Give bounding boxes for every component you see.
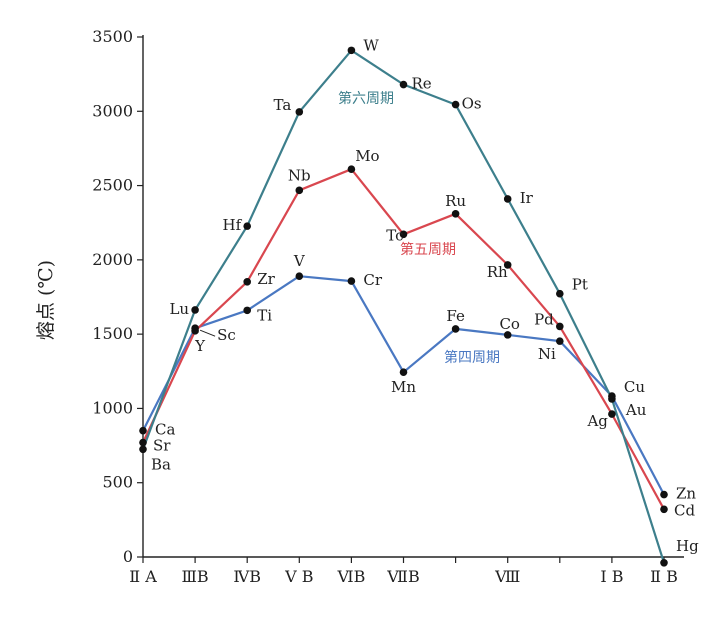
data-point-rh [503, 261, 512, 269]
element-label-ir: Ir [520, 189, 534, 207]
data-point-au [608, 395, 616, 403]
element-label-cu: Cu [624, 378, 645, 396]
data-point-pd [556, 322, 564, 331]
data-point-zr [243, 278, 251, 286]
x-tick-label: Ⅷ [494, 567, 520, 586]
data-point-ba [139, 445, 147, 454]
data-point-ta [295, 108, 304, 116]
element-label-nb: Nb [288, 166, 311, 184]
element-label-pd: Pd [534, 310, 554, 328]
data-point-w [347, 46, 356, 55]
series-labels: 第四周期 第五周期 第六周期 [338, 90, 500, 366]
data-point-os [451, 100, 460, 109]
y-tick-label: 2500 [92, 176, 133, 195]
data-point-ir [503, 195, 512, 203]
y-tick-label: 0 [123, 547, 133, 566]
data-point-mo [347, 165, 356, 174]
data-point-cr [347, 277, 356, 285]
data-point-ti [243, 306, 251, 315]
x-tick-label: Ⅴ B [284, 567, 313, 586]
y-tick-label: 3500 [92, 27, 133, 46]
element-label-hg: Hg [676, 537, 699, 555]
element-label-fe: Fe [446, 307, 465, 325]
x-tick-label: ⅥB [336, 567, 365, 586]
x-tick-label: Ⅱ A [129, 567, 157, 586]
element-label-pt: Pt [572, 276, 588, 294]
element-label-ru: Ru [445, 192, 466, 210]
element-label-ta: Ta [274, 96, 292, 114]
element-label-w: W [363, 36, 379, 54]
data-point-zn [660, 490, 668, 499]
element-label-zn: Zn [676, 485, 696, 503]
element-label-au: Au [625, 401, 647, 419]
element-label-ag: Ag [586, 412, 608, 430]
element-label-mn: Mn [391, 378, 416, 396]
data-point-ni [556, 337, 564, 345]
x-tick-label: ⅣB [233, 567, 261, 586]
element-label-y: Y [194, 337, 206, 355]
element-label-v: V [293, 252, 306, 270]
data-point-cd [660, 505, 668, 514]
series-label: 第五周期 [400, 241, 456, 258]
element-label-cd: Cd [674, 501, 695, 519]
element-label-sr: Sr [153, 437, 171, 455]
data-point-ag [608, 410, 616, 418]
axes: 0 500 1000 1500 2000 2500 3000 3500 Ⅱ A ⅢB ⅣB Ⅴ B ⅥB… [92, 27, 684, 586]
data-point-hg [660, 558, 668, 567]
y-axis-label: 熔点 (℃) [35, 260, 57, 340]
element-label-tc: Tc [386, 226, 403, 244]
data-point-tc [399, 230, 408, 239]
data-point-ru [451, 210, 460, 218]
element-label-zr: Zr [257, 270, 275, 288]
data-point-v [295, 272, 304, 281]
y-tick-label: 1500 [92, 324, 133, 343]
series-label: 第六周期 [338, 90, 394, 107]
data-point-hf [243, 222, 251, 230]
y-tick-label: 1000 [92, 398, 133, 417]
data-point-re [399, 80, 408, 89]
data-point-co [503, 331, 512, 339]
element-label-hf: Hf [223, 216, 243, 234]
element-label-ni: Ni [538, 345, 556, 363]
data-point-sr [139, 438, 147, 447]
data-point-lu [191, 306, 199, 314]
element-label-lu: Lu [169, 300, 189, 318]
data-point-pt [556, 289, 564, 298]
data-point-ca [139, 426, 147, 435]
x-tick-label: Ⅱ B [650, 567, 678, 586]
series-label: 第四周期 [444, 349, 500, 366]
y-tick-label: 500 [102, 473, 133, 492]
x-tick-label: Ⅰ B [600, 567, 623, 586]
x-tick-label: ⅦB [386, 567, 419, 586]
element-label-ba: Ba [151, 455, 171, 473]
element-label-ca: Ca [155, 421, 175, 439]
element-label-sc: Sc [217, 326, 236, 344]
data-point-mn [399, 368, 408, 376]
data-point-fe [451, 325, 460, 333]
element-label-re: Re [412, 75, 432, 93]
data-point-nb [295, 186, 304, 195]
series-lines [141, 49, 666, 564]
data-points [139, 46, 668, 567]
y-tick-label: 3000 [92, 101, 133, 120]
x-tick-label: ⅢB [182, 567, 209, 586]
element-label-rh: Rh [487, 263, 508, 281]
element-label-co: Co [499, 315, 520, 333]
element-labels: Ca Sc Ti V Cr Mn Fe Co Ni Cu Zn Sr Y Zr Nb Mo Tc Ru Rh Pd Ag… [151, 36, 699, 554]
y-tick-label: 2000 [92, 250, 133, 269]
data-point-y [191, 327, 199, 335]
element-label-cr: Cr [363, 271, 382, 289]
sc-leader-line [199, 329, 216, 337]
element-label-ti: Ti [257, 306, 272, 324]
element-label-mo: Mo [355, 147, 379, 165]
element-label-os: Os [462, 95, 482, 113]
